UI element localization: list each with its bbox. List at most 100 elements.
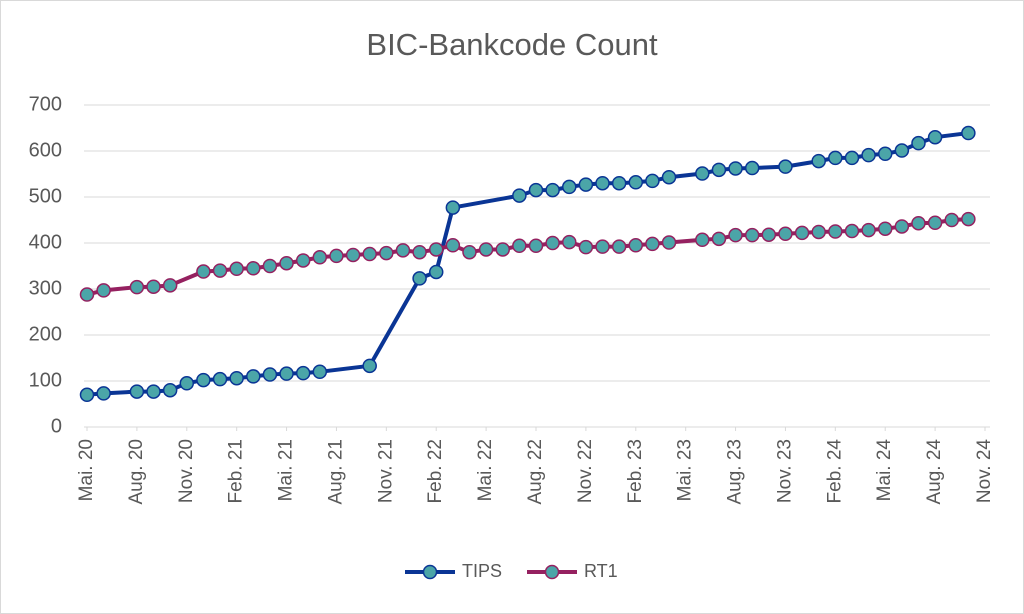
data-point xyxy=(412,244,427,260)
x-tick-label: Feb. 24 xyxy=(824,439,845,504)
x-tick-label: Mai. 23 xyxy=(675,439,696,501)
data-point xyxy=(279,366,294,381)
data-point xyxy=(362,358,377,374)
data-point xyxy=(162,278,178,293)
data-point xyxy=(478,242,494,257)
x-tick-label: Feb. 22 xyxy=(425,439,446,503)
legend-label: TIPS xyxy=(462,561,502,581)
x-tick-label: Nov. 24 xyxy=(974,439,995,504)
data-point xyxy=(362,246,377,262)
x-tick-label: Aug. 23 xyxy=(725,439,746,505)
data-point xyxy=(379,245,394,261)
data-point xyxy=(811,224,826,240)
x-tick-label: Mai. 24 xyxy=(874,439,895,502)
data-point xyxy=(578,239,594,255)
data-point xyxy=(528,238,544,254)
data-point xyxy=(861,222,876,238)
data-point xyxy=(229,261,244,277)
data-point xyxy=(229,370,244,386)
data-point xyxy=(212,263,228,278)
data-point xyxy=(595,175,610,191)
data-point xyxy=(246,369,261,384)
y-tick-label: 400 xyxy=(29,231,62,253)
y-tick-label: 200 xyxy=(29,323,62,345)
data-point xyxy=(512,188,527,203)
data-point xyxy=(877,221,893,236)
data-point xyxy=(861,147,876,163)
data-point xyxy=(961,211,976,227)
data-point xyxy=(512,238,527,254)
data-point xyxy=(345,247,361,263)
data-point xyxy=(711,231,727,247)
data-point xyxy=(96,283,111,298)
data-point xyxy=(129,279,145,295)
x-tick-label: Aug. 21 xyxy=(325,439,346,505)
data-point xyxy=(445,200,461,215)
data-point xyxy=(877,146,893,162)
data-point xyxy=(295,253,311,268)
legend-label: RT1 xyxy=(584,561,618,581)
data-point xyxy=(428,264,444,280)
x-tick-label: Mai. 20 xyxy=(76,439,97,501)
data-point xyxy=(595,239,610,254)
data-point xyxy=(279,255,294,271)
data-point xyxy=(728,227,743,243)
y-tick-label: 100 xyxy=(29,369,62,391)
x-tick-label: Nov. 22 xyxy=(575,439,596,503)
data-point xyxy=(578,177,594,192)
data-point xyxy=(611,175,627,191)
data-point xyxy=(794,225,810,241)
data-point xyxy=(79,287,95,302)
legend-marker xyxy=(544,564,560,580)
data-point xyxy=(462,244,477,260)
data-point xyxy=(811,153,826,169)
data-point xyxy=(911,215,926,231)
data-point xyxy=(911,135,926,151)
data-point xyxy=(711,162,727,178)
x-tick-label: Nov. 23 xyxy=(774,439,795,503)
data-point xyxy=(744,160,760,176)
data-point xyxy=(395,243,411,258)
y-tick-label: 0 xyxy=(51,415,62,437)
x-tick-label: Feb. 21 xyxy=(226,439,247,503)
data-point xyxy=(495,242,510,257)
data-point xyxy=(562,179,577,195)
data-point xyxy=(828,224,843,239)
data-point xyxy=(961,125,976,141)
data-point xyxy=(196,264,211,279)
data-point xyxy=(927,129,943,145)
x-tick-label: Aug. 24 xyxy=(924,439,945,505)
data-point xyxy=(778,226,793,242)
data-point xyxy=(894,143,910,158)
data-point xyxy=(146,384,161,399)
data-point xyxy=(944,212,959,228)
data-point xyxy=(196,372,211,388)
data-point xyxy=(778,159,793,174)
data-point xyxy=(844,150,860,166)
data-point xyxy=(545,235,560,251)
data-point xyxy=(744,227,760,243)
data-point xyxy=(179,376,195,391)
data-point xyxy=(312,364,328,380)
data-point xyxy=(628,175,644,190)
data-point xyxy=(295,365,311,381)
data-point xyxy=(661,169,677,185)
data-point xyxy=(844,223,860,239)
x-tick-label: Mai. 21 xyxy=(276,439,297,501)
data-point xyxy=(329,248,344,264)
chart-title: BIC-Bankcode Count xyxy=(366,27,658,62)
data-point xyxy=(611,239,627,254)
data-point xyxy=(262,258,278,274)
data-point xyxy=(96,386,111,401)
y-tick-label: 600 xyxy=(29,139,62,161)
data-point xyxy=(695,232,710,248)
y-tick-label: 500 xyxy=(29,185,62,207)
x-tick-label: Nov. 20 xyxy=(176,439,197,503)
x-tick-label: Mai. 22 xyxy=(475,439,496,501)
data-point xyxy=(528,182,544,198)
data-point xyxy=(645,173,660,189)
data-point xyxy=(562,234,577,250)
x-tick-label: Nov. 21 xyxy=(375,439,396,503)
